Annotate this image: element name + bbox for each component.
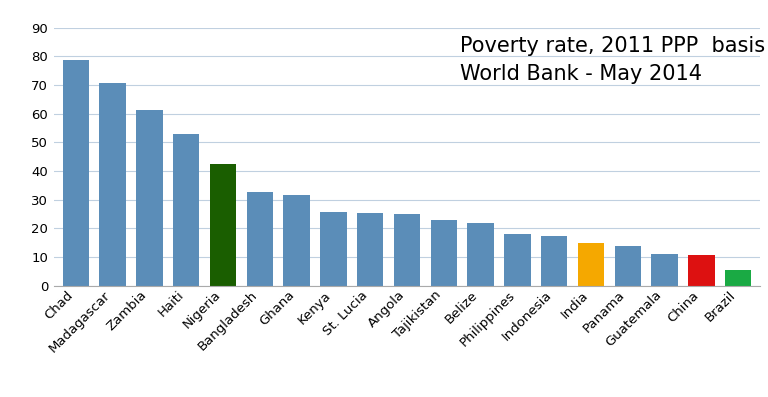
Bar <box>320 212 346 286</box>
Bar <box>357 213 383 286</box>
Bar <box>99 83 126 286</box>
Bar <box>468 223 494 286</box>
Bar <box>578 243 604 286</box>
Bar <box>247 192 273 286</box>
Bar <box>688 255 715 286</box>
Bar <box>725 270 751 286</box>
Bar <box>173 135 200 286</box>
Text: Poverty rate, 2011 PPP  basis
World Bank - May 2014: Poverty rate, 2011 PPP basis World Bank … <box>460 36 765 83</box>
Bar <box>394 214 420 286</box>
Bar <box>541 236 568 286</box>
Bar <box>431 220 457 286</box>
Bar <box>63 60 89 286</box>
Bar <box>504 234 531 286</box>
Bar <box>651 254 678 286</box>
Bar <box>283 195 310 286</box>
Bar <box>614 246 641 286</box>
Bar <box>210 164 237 286</box>
Bar <box>136 110 163 286</box>
